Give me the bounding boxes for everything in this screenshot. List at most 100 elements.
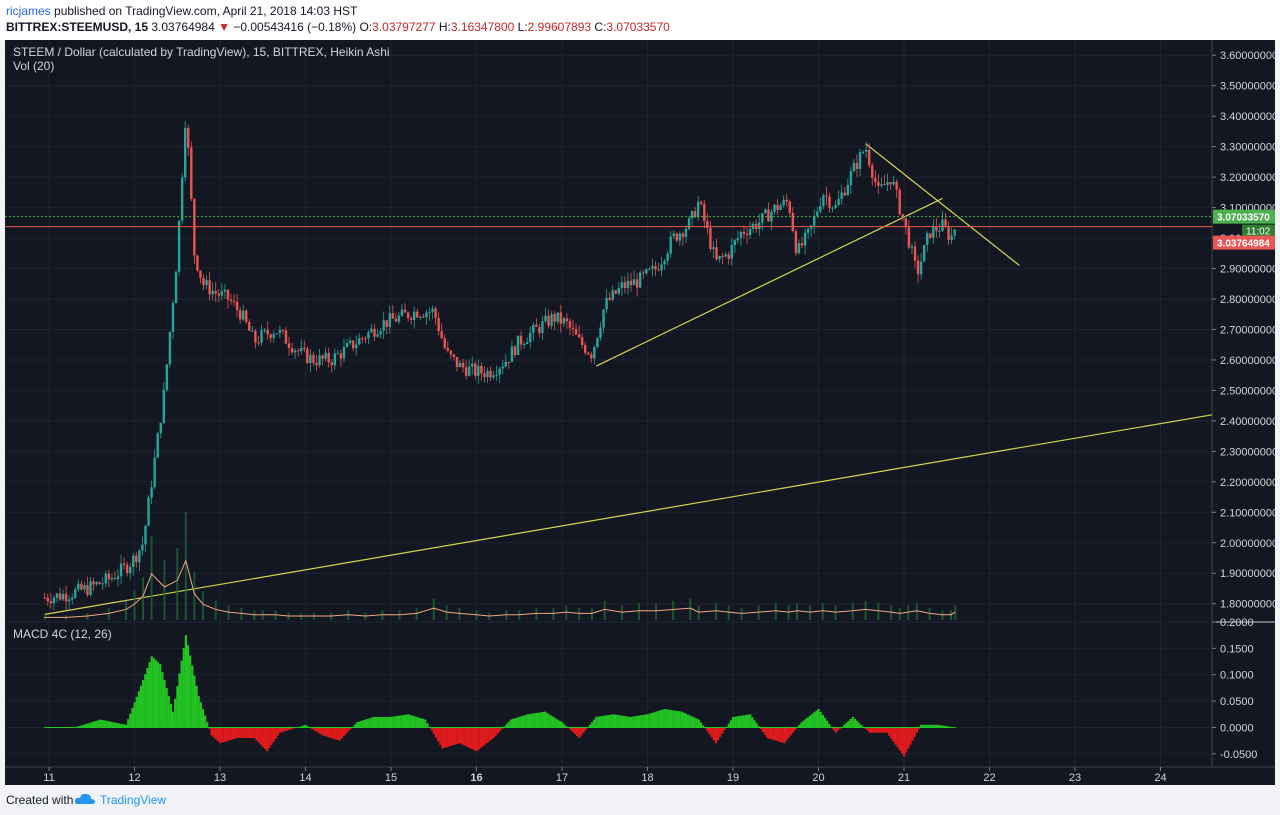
macd-bar xyxy=(719,727,722,737)
price-candle xyxy=(929,233,932,238)
macd-bar xyxy=(257,727,260,743)
time-axis[interactable]: 11 12 13 14 15 16 17 18 19 20 21 22 23 24 xyxy=(43,767,1167,784)
price-candle xyxy=(495,374,498,376)
macd-bar xyxy=(186,645,190,728)
macd-bar xyxy=(875,727,878,733)
price-candle xyxy=(510,346,514,363)
macd-bar xyxy=(541,711,544,728)
volume-bar xyxy=(458,608,461,620)
open-value: 3.03797277 xyxy=(372,20,436,34)
price-candle xyxy=(471,363,474,367)
price-candle xyxy=(260,330,263,343)
price-candle xyxy=(382,320,385,331)
macd-bar xyxy=(439,727,442,745)
price-candle xyxy=(483,373,486,378)
price-candle xyxy=(602,309,605,328)
price-candle xyxy=(584,345,587,353)
macd-bar xyxy=(684,713,688,728)
macd-bar xyxy=(603,715,606,728)
macd-bar xyxy=(640,715,643,728)
price-candle xyxy=(574,329,578,335)
macd-bar xyxy=(734,716,737,728)
macd-bar xyxy=(808,715,812,728)
macd-bar xyxy=(236,727,239,738)
price-candle xyxy=(724,254,727,257)
price-candle xyxy=(913,246,917,261)
macd-bar xyxy=(315,727,318,732)
publish-line: ricjames published on TradingView.com, A… xyxy=(6,4,357,18)
price-candle xyxy=(409,318,413,320)
time-axis-label: 16 xyxy=(470,772,482,784)
macd-bar xyxy=(479,727,482,748)
macd-bar xyxy=(336,727,339,740)
price-candle xyxy=(562,318,566,324)
macd-bar xyxy=(616,714,619,728)
macd-axis-label: 0.0000 xyxy=(1220,722,1254,734)
author-link[interactable]: ricjames xyxy=(6,4,51,18)
red-price-badge xyxy=(1213,235,1275,250)
macd-bar xyxy=(821,714,824,728)
time-axis-label: 20 xyxy=(812,772,824,784)
macd-bar xyxy=(558,720,562,728)
macd-axis-label: -0.0500 xyxy=(1220,749,1257,761)
macd-bar xyxy=(278,727,282,733)
macd-bar xyxy=(836,727,839,731)
price-candle xyxy=(293,350,297,353)
volume-label: Vol (20) xyxy=(13,59,54,73)
price-axis[interactable]: 3.60000000 3.50000000 3.40000000 3.30000000… xyxy=(1212,50,1275,611)
price-candle xyxy=(61,594,65,600)
macd-bar xyxy=(152,658,155,728)
macd-bar xyxy=(783,727,786,744)
price-candle xyxy=(690,211,694,219)
macd-axis[interactable]: 0.2000 0.1500 0.1000 0.0500 0.0000 -0.0500 xyxy=(1212,617,1257,761)
price-candle xyxy=(345,343,349,347)
macd-bar xyxy=(255,727,258,741)
price-candle xyxy=(660,264,663,271)
last-price: 3.03764984 xyxy=(151,20,215,34)
macd-bar xyxy=(742,715,745,728)
macd-bar xyxy=(791,727,795,733)
tradingview-brand-link[interactable]: TradingView xyxy=(100,793,167,807)
macd-bar xyxy=(691,716,694,728)
macd-bar xyxy=(608,714,611,728)
macd-bar xyxy=(531,713,534,728)
price-candle xyxy=(645,269,648,274)
macd-bar xyxy=(486,727,489,743)
volume-bar xyxy=(890,605,893,620)
macd-bar xyxy=(885,727,889,733)
price-axis-label: 3.30000000 xyxy=(1220,142,1275,154)
macd-bar xyxy=(84,724,87,728)
macd-bar xyxy=(588,724,591,728)
price-candle xyxy=(272,334,275,339)
price-candle xyxy=(932,226,935,238)
price-candle xyxy=(309,354,312,364)
price-candle xyxy=(513,346,517,356)
price-candle xyxy=(864,149,868,152)
volume-bar xyxy=(124,600,127,620)
macd-bar xyxy=(648,713,651,728)
macd-bar xyxy=(242,727,245,738)
price-candle xyxy=(254,330,257,343)
macd-bar xyxy=(99,719,102,728)
tradingview-cloud-icon[interactable] xyxy=(74,791,96,807)
macd-bar xyxy=(832,727,835,730)
price-candle xyxy=(425,312,428,318)
price-candle xyxy=(507,361,511,363)
macd-bar xyxy=(167,695,170,728)
price-candle xyxy=(522,343,526,345)
price-candle xyxy=(446,347,449,351)
chart-svg[interactable]: 3.60000000 3.50000000 3.40000000 3.30000000… xyxy=(5,40,1275,785)
macd-bar xyxy=(888,727,891,736)
macd-bar xyxy=(306,726,309,728)
volume-bar xyxy=(928,608,931,620)
price-candle xyxy=(684,228,688,237)
macd-bar xyxy=(563,724,566,728)
price-candle xyxy=(828,196,831,208)
time-axis-label: 23 xyxy=(1069,772,1081,784)
volume-bar xyxy=(590,608,593,620)
price-candle xyxy=(696,201,700,218)
macd-bar xyxy=(342,727,346,737)
macd-bar xyxy=(655,711,658,728)
macd-bar xyxy=(511,718,515,728)
chart-area[interactable]: 3.60000000 3.50000000 3.40000000 3.30000000… xyxy=(5,40,1275,785)
